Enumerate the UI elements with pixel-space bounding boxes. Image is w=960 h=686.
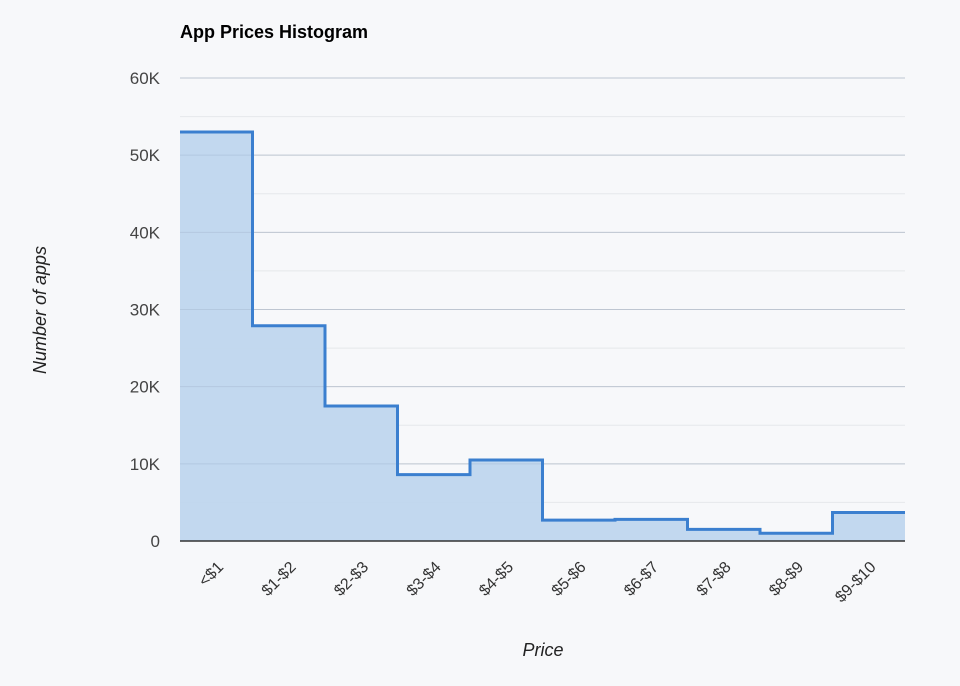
x-tick-label: $9-$10 (832, 559, 879, 606)
x-tick-label: $5-$6 (549, 559, 590, 600)
histogram-line (180, 130, 905, 535)
x-axis-title: Price (522, 640, 563, 660)
x-tick-label: $1-$2 (259, 559, 300, 600)
x-tick-label: $8-$9 (766, 559, 807, 600)
y-tick-label: 50K (130, 146, 161, 165)
y-tick-label: 30K (130, 301, 161, 320)
y-tick-label: 60K (130, 69, 161, 88)
y-tick-label: 40K (130, 223, 161, 242)
x-tick-label: $3-$4 (404, 559, 445, 600)
y-axis-title: Number of apps (30, 246, 50, 374)
x-tick-label: <$1 (196, 559, 227, 590)
y-tick-label: 20K (130, 378, 161, 397)
y-tick-label: 0 (151, 532, 160, 551)
x-tick-label: $2-$3 (331, 559, 372, 600)
x-tick-label: $4-$5 (476, 559, 517, 600)
x-tick-label: $6-$7 (621, 559, 662, 600)
y-tick-label: 10K (130, 455, 161, 474)
x-tick-label: $7-$8 (694, 559, 735, 600)
histogram-area (180, 132, 905, 541)
chart-title: App Prices Histogram (180, 22, 369, 42)
